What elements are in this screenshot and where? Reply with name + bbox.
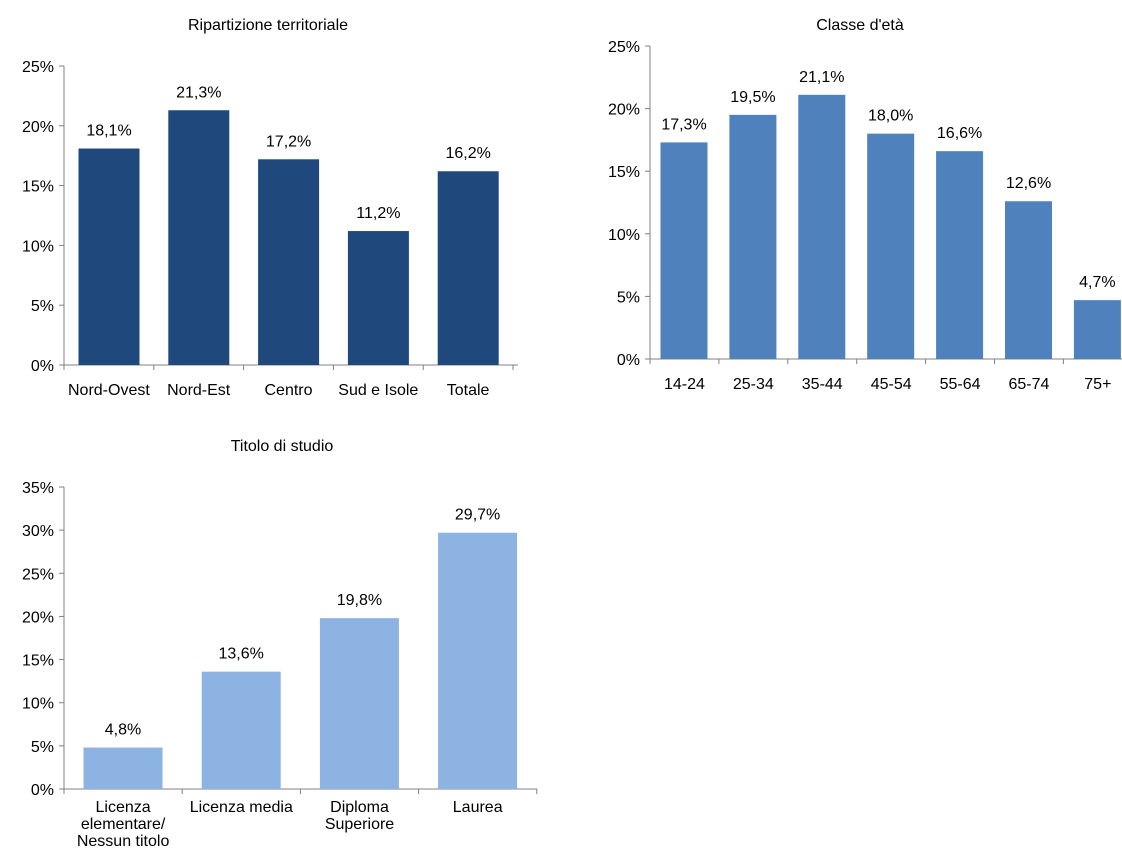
- data-label: 21,1%: [799, 69, 844, 86]
- bar: [201, 671, 281, 789]
- y-tick-label: 25%: [22, 566, 54, 583]
- category-label: Laurea: [453, 799, 503, 816]
- bar: [319, 618, 399, 789]
- category-label: Sud e Isole: [338, 382, 418, 399]
- data-label: 12,6%: [1006, 175, 1051, 192]
- data-label: 13,6%: [219, 646, 264, 663]
- data-label: 16,6%: [937, 125, 982, 142]
- data-label: 19,8%: [337, 592, 382, 609]
- y-tick-label: 10%: [22, 696, 54, 713]
- y-tick-label: 20%: [608, 102, 640, 119]
- data-label: 19,5%: [730, 89, 775, 106]
- category-label: 14-24: [664, 376, 705, 393]
- category-label: Nord-Est: [167, 382, 231, 399]
- y-tick-label: 5%: [617, 289, 640, 306]
- bar: [168, 110, 230, 365]
- bar: [660, 142, 708, 359]
- y-tick-label: 15%: [608, 164, 640, 181]
- bar: [1073, 300, 1121, 359]
- category-label: Licenza media: [190, 799, 293, 816]
- data-label: 18,0%: [868, 108, 913, 125]
- y-tick-label: 10%: [608, 227, 640, 244]
- chart-classe-eta: Classe d'età 0% 5% 10% 15% 20% 25% 17,3% 14-24 1…: [608, 17, 1122, 393]
- data-label: 18,1%: [86, 123, 131, 140]
- data-label: 4,8%: [105, 722, 141, 739]
- bar: [437, 171, 499, 365]
- y-tick-label: 15%: [22, 653, 54, 670]
- bar: [438, 532, 518, 789]
- data-label: 17,2%: [266, 133, 311, 150]
- bar: [347, 231, 409, 365]
- category-label: 25-34: [733, 376, 774, 393]
- y-tick-label: 25%: [608, 39, 640, 56]
- y-tick-label: 30%: [22, 523, 54, 540]
- bar: [867, 133, 915, 359]
- data-label: 11,2%: [356, 205, 400, 222]
- category-label: Totale: [447, 382, 490, 399]
- y-tick-label: 35%: [22, 480, 54, 497]
- bar: [83, 747, 163, 789]
- bar: [798, 94, 846, 359]
- y-tick-label: 25%: [22, 59, 54, 76]
- y-tick-label: 20%: [22, 119, 54, 136]
- category-label: 75+: [1084, 376, 1111, 393]
- bar: [78, 148, 140, 365]
- y-tick-label: 0%: [31, 782, 54, 799]
- chart-title: Titolo di studio: [231, 438, 334, 455]
- category-label: 55-64: [940, 376, 981, 393]
- y-tick-label: 5%: [31, 739, 54, 756]
- y-tick-label: 0%: [31, 358, 54, 375]
- bar: [258, 159, 320, 365]
- bar: [936, 151, 984, 359]
- category-label: Licenza elementare/Nessun titolo: [77, 799, 170, 850]
- chart-titolo-di-studio: Titolo di studio 0% 5% 10% 15% 20% 25% 30% 35% 4…: [22, 438, 538, 850]
- y-tick-label: 20%: [22, 609, 54, 626]
- bar: [729, 114, 777, 359]
- data-label: 21,3%: [176, 84, 221, 101]
- y-tick-label: 0%: [617, 352, 640, 369]
- bar: [1005, 201, 1052, 359]
- data-label: 4,7%: [1079, 274, 1115, 291]
- category-label: 65-74: [1008, 376, 1049, 393]
- chart-ripartizione-territoriale: Ripartizione territoriale 0% 5% 10% 15% 20% 2…: [22, 17, 518, 399]
- data-label: 29,7%: [455, 507, 500, 524]
- y-tick-label: 5%: [31, 298, 54, 315]
- y-tick-label: 10%: [22, 238, 54, 255]
- y-tick-label: 15%: [22, 179, 54, 196]
- category-label: 35-44: [802, 376, 843, 393]
- data-label: 17,3%: [661, 116, 706, 133]
- category-label: 45-54: [871, 376, 912, 393]
- data-label: 16,2%: [446, 145, 491, 162]
- chart-title: Classe d'età: [816, 17, 904, 34]
- chart-title: Ripartizione territoriale: [188, 17, 348, 34]
- category-label: Centro: [264, 382, 312, 399]
- category-label: Nord-Ovest: [68, 382, 150, 399]
- category-label: Diploma Superiore: [325, 799, 394, 833]
